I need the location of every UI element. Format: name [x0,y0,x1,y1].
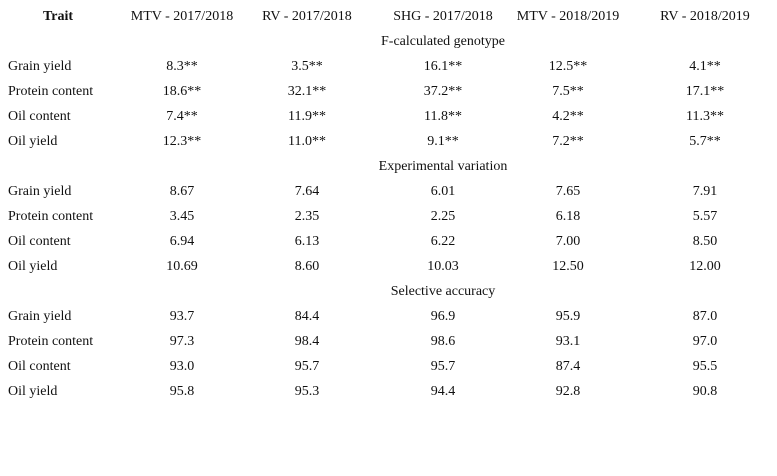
cell-value: 18.6** [162,84,202,99]
section-title: Selective accuracy [390,284,496,299]
header-trait: Trait [42,9,74,24]
cell-value: 3.45 [169,209,195,224]
cell-value: 11.8** [424,109,462,124]
cell-value: 17.1** [685,84,725,99]
cell-value: 7.65 [555,184,581,199]
cell-value: 32.1** [287,84,327,99]
cell-value: 4.1** [689,59,721,74]
cell-value: 10.03 [427,259,459,274]
cell-value: 84.4 [294,309,320,324]
cell-value: 7.91 [692,184,718,199]
row-label: Oil content [8,359,71,374]
row-label: Oil content [8,234,71,249]
cell-value: 7.2** [552,134,584,149]
row-label: Protein content [8,334,94,349]
cell-value: 95.8 [169,384,195,399]
cell-value: 16.1** [423,59,463,74]
cell-value: 6.01 [430,184,456,199]
row-label: Oil content [8,109,71,124]
cell-value: 37.2** [423,84,463,99]
cell-value: 95.9 [555,309,581,324]
cell-value: 8.67 [169,184,195,199]
cell-value: 11.0** [288,134,326,149]
cell-value: 8.50 [692,234,718,249]
cell-value: 87.0 [692,309,718,324]
cell-value: 5.57 [692,209,718,224]
cell-value: 12.3** [162,134,202,149]
cell-value: 93.1 [555,334,581,349]
cell-value: 6.94 [169,234,195,249]
header-column: MTV - 2018/2019 [516,9,620,24]
cell-value: 6.18 [555,209,581,224]
cell-value: 8.3** [166,59,198,74]
cell-value: 90.8 [692,384,718,399]
cell-value: 6.13 [294,234,320,249]
cell-value: 97.3 [169,334,195,349]
row-label: Grain yield [8,59,72,74]
cell-value: 3.5** [291,59,323,74]
cell-value: 12.5** [548,59,588,74]
cell-value: 11.3** [686,109,724,124]
row-label: Oil yield [8,259,58,274]
cell-value: 98.6 [430,334,456,349]
row-label: Oil yield [8,134,58,149]
cell-value: 94.4 [430,384,456,399]
row-label: Protein content [8,209,94,224]
cell-value: 9.1** [427,134,459,149]
cell-value: 95.7 [294,359,320,374]
row-label: Grain yield [8,309,72,324]
cell-value: 92.8 [555,384,581,399]
cell-value: 96.9 [430,309,456,324]
cell-value: 7.4** [166,109,198,124]
header-column: MTV - 2017/2018 [130,9,234,24]
cell-value: 95.5 [692,359,718,374]
header-column: SHG - 2017/2018 [393,9,493,24]
cell-value: 7.5** [552,84,584,99]
cell-value: 5.7** [689,134,721,149]
cell-value: 7.00 [555,234,581,249]
cell-value: 97.0 [692,334,718,349]
cell-value: 2.25 [430,209,456,224]
cell-value: 12.00 [689,259,721,274]
cell-value: 93.7 [169,309,195,324]
header-column: RV - 2017/2018 [262,9,352,24]
cell-value: 98.4 [294,334,320,349]
cell-value: 2.35 [294,209,320,224]
cell-value: 7.64 [294,184,320,199]
cell-value: 95.3 [294,384,320,399]
row-label: Protein content [8,84,94,99]
section-title: Experimental variation [378,159,508,174]
cell-value: 6.22 [430,234,456,249]
header-column: RV - 2018/2019 [660,9,750,24]
cell-value: 87.4 [555,359,581,374]
cell-value: 95.7 [430,359,456,374]
cell-value: 8.60 [294,259,320,274]
cell-value: 11.9** [288,109,326,124]
cell-value: 93.0 [169,359,195,374]
cell-value: 12.50 [552,259,584,274]
row-label: Grain yield [8,184,72,199]
section-title: F-calculated genotype [380,34,506,49]
row-label: Oil yield [8,384,58,399]
cell-value: 4.2** [552,109,584,124]
cell-value: 10.69 [166,259,198,274]
